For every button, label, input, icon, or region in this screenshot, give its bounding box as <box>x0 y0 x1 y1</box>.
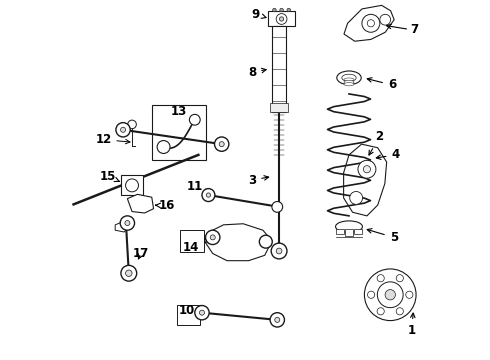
Ellipse shape <box>344 78 354 81</box>
Circle shape <box>128 120 136 129</box>
Text: 10: 10 <box>178 304 195 317</box>
Polygon shape <box>115 221 129 232</box>
Bar <box>272 26 286 112</box>
Ellipse shape <box>342 74 356 81</box>
Circle shape <box>121 127 125 132</box>
Circle shape <box>202 189 215 202</box>
Circle shape <box>287 8 291 12</box>
Circle shape <box>272 8 276 12</box>
Circle shape <box>125 179 139 192</box>
Circle shape <box>205 230 220 244</box>
Bar <box>152 105 205 160</box>
Circle shape <box>275 318 280 322</box>
Polygon shape <box>343 144 387 216</box>
Bar <box>177 305 200 324</box>
Text: 17: 17 <box>133 247 149 260</box>
Text: 1: 1 <box>408 313 416 337</box>
Circle shape <box>271 243 287 259</box>
Ellipse shape <box>344 83 354 86</box>
Circle shape <box>210 235 215 240</box>
Circle shape <box>396 308 403 315</box>
Text: 9: 9 <box>252 8 266 21</box>
Circle shape <box>157 140 170 153</box>
Ellipse shape <box>336 221 363 232</box>
Circle shape <box>365 269 416 320</box>
Circle shape <box>385 289 395 300</box>
Ellipse shape <box>344 81 354 84</box>
Circle shape <box>280 8 283 12</box>
Circle shape <box>259 235 272 248</box>
Bar <box>345 229 353 236</box>
Text: 8: 8 <box>248 66 266 79</box>
Circle shape <box>380 14 391 25</box>
Bar <box>354 229 362 234</box>
Text: 6: 6 <box>367 78 396 91</box>
Bar <box>268 11 295 26</box>
Circle shape <box>125 221 130 226</box>
Circle shape <box>377 282 403 308</box>
Text: 14: 14 <box>182 241 198 254</box>
Circle shape <box>362 14 380 32</box>
Circle shape <box>406 291 413 298</box>
Circle shape <box>125 270 132 276</box>
Circle shape <box>199 310 204 315</box>
Text: 15: 15 <box>100 170 119 183</box>
Polygon shape <box>344 5 394 41</box>
Bar <box>180 230 204 252</box>
Text: 5: 5 <box>367 229 398 244</box>
Circle shape <box>206 193 211 197</box>
Circle shape <box>272 202 283 212</box>
Circle shape <box>377 308 384 315</box>
Circle shape <box>120 216 135 230</box>
Bar <box>122 175 143 195</box>
Circle shape <box>276 14 287 24</box>
Circle shape <box>396 275 403 282</box>
Circle shape <box>270 313 285 327</box>
Circle shape <box>279 17 284 21</box>
Text: 2: 2 <box>369 130 384 155</box>
Bar <box>337 229 343 234</box>
Ellipse shape <box>337 71 361 85</box>
Circle shape <box>364 166 370 173</box>
Circle shape <box>121 265 137 281</box>
Circle shape <box>377 275 384 282</box>
Polygon shape <box>127 194 153 213</box>
Circle shape <box>190 114 200 125</box>
Circle shape <box>219 141 224 147</box>
Circle shape <box>116 123 130 137</box>
Circle shape <box>276 248 282 254</box>
Text: 7: 7 <box>410 23 418 36</box>
Bar <box>270 103 288 112</box>
Circle shape <box>350 192 363 204</box>
Text: 13: 13 <box>171 105 187 118</box>
Text: 12: 12 <box>96 133 112 146</box>
Polygon shape <box>205 224 272 261</box>
Text: 16: 16 <box>155 199 175 212</box>
Circle shape <box>215 137 229 151</box>
Circle shape <box>358 160 376 178</box>
Circle shape <box>368 20 374 27</box>
Circle shape <box>368 291 375 298</box>
Text: 4: 4 <box>376 148 400 161</box>
Circle shape <box>195 306 209 320</box>
Text: 3: 3 <box>248 174 269 186</box>
Text: 11: 11 <box>187 180 209 193</box>
